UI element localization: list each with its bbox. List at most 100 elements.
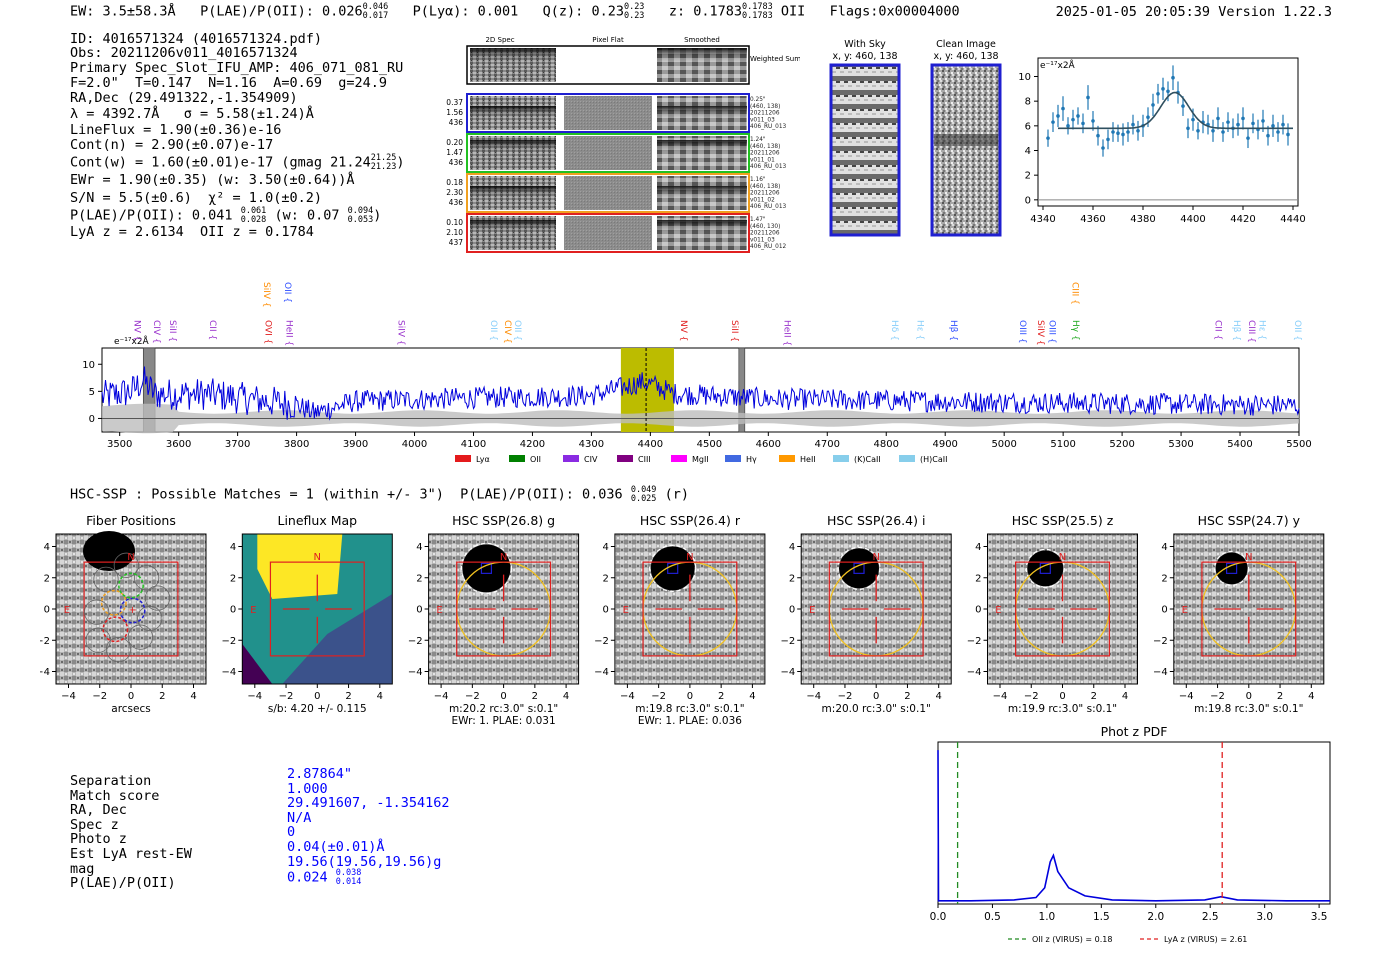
panel-ytick-label: 2	[1161, 573, 1167, 584]
source-blob	[1027, 550, 1064, 587]
pz-xtick-label: 0.0	[930, 911, 947, 923]
spec-line-label: OII {	[488, 320, 498, 341]
panel-xtick-label: 0	[1059, 691, 1065, 702]
spec-line-label: SiIV {	[1035, 320, 1045, 346]
fit-point	[1181, 104, 1185, 108]
spec-xtick-label: 5300	[1168, 439, 1193, 450]
fiber-value: 0.37	[446, 98, 463, 107]
fit-point	[1066, 124, 1070, 128]
search-box	[83, 561, 179, 657]
panel-xtick-label: −2	[1024, 691, 1039, 702]
fiber-stamp: v011_02	[750, 197, 775, 203]
search-box	[269, 561, 365, 657]
pz-curve	[937, 750, 1330, 902]
imaging-panels: Fiber Positions + N E −4 −4 −2 −2 0 0 2 2 4 4 arcsecs L…	[40, 513, 1325, 726]
spec-xtick-label: 4600	[756, 439, 781, 450]
fit-point	[1246, 136, 1250, 140]
fit-point	[1191, 117, 1195, 122]
fiber-circle	[127, 624, 153, 650]
header-qz: Q(z): 0.23	[542, 3, 624, 20]
panel-xtick-label: −4	[806, 691, 821, 702]
spec-xtick-label: 4300	[579, 439, 604, 450]
match-value: 29.491607, -1.354162	[287, 795, 450, 812]
fiber-frame	[466, 173, 750, 213]
spec-legend-label: CIII	[638, 455, 651, 464]
fit-point	[1286, 132, 1290, 137]
panel-ytick-label: 4	[44, 542, 50, 553]
header-version: Version 1.22.3	[1218, 4, 1332, 20]
clean-image-title: Clean Image	[936, 39, 996, 50]
panel-image	[1173, 534, 1324, 684]
panel-xtick-label: −4	[61, 691, 76, 702]
panel-ytick-label: 4	[1161, 542, 1167, 553]
spec-xtick-label: 3800	[284, 439, 309, 450]
info-radec: RA,Dec (29.491322,-1.354909)	[70, 90, 298, 106]
fiber-value: 1.47	[446, 148, 463, 157]
compass-n: N	[1245, 552, 1252, 563]
info-lineflux: LineFlux = 1.90(±0.36)e-16	[70, 122, 282, 138]
fiber-stamp: (460, 138)	[750, 144, 780, 150]
fit-point	[1236, 122, 1240, 127]
hsc-summary: HSC-SSP : Possible Matches = 1 (within +…	[70, 485, 689, 504]
info-id: ID: 4016571324 (4016571324.pdf)	[70, 31, 322, 47]
pz-title: Phot z PDF	[1101, 724, 1168, 739]
search-box	[1015, 561, 1110, 657]
spec-line-label: OIII {	[1017, 320, 1027, 344]
panel-xtick-label: 4	[749, 691, 755, 702]
fiber-pixel-flat	[564, 136, 652, 170]
panel-ytick-label: 2	[789, 573, 795, 584]
search-box	[828, 561, 924, 657]
fiber-value: 0.20	[446, 138, 463, 147]
panel-ytick-label: 4	[789, 542, 795, 553]
pz-legend-label: OII z (VIRUS) = 0.18	[1032, 935, 1112, 944]
panel-ytick-label: 2	[230, 573, 236, 584]
fiber-value: 1.56	[446, 108, 463, 117]
fiber-circle	[137, 605, 163, 631]
spec-legend-swatch	[509, 455, 525, 462]
source-box	[1039, 562, 1051, 574]
info-plae-range: 0.061 0.028	[240, 206, 267, 225]
spec-xtick-label: 4900	[932, 439, 957, 450]
spec-scale-label: e⁻¹⁷x2Å	[114, 335, 150, 347]
fiber-value: 436	[449, 158, 464, 167]
spec-line-label: OVI {	[262, 320, 272, 344]
panel-ytick-label: −2	[594, 636, 609, 647]
spec-line-label: SiIV {	[396, 320, 406, 346]
fit-point	[1086, 95, 1090, 100]
spec-xtick-label: 3700	[225, 439, 250, 450]
fit-point	[1051, 120, 1055, 124]
compass-e: E	[809, 605, 815, 616]
panel-ytick-label: 4	[975, 542, 981, 553]
header-qz-range: 0.23 0.23	[623, 2, 645, 21]
match-value: 2.87864"	[287, 766, 353, 782]
fit-point	[1131, 122, 1135, 127]
fiber-value: 2.10	[446, 228, 463, 237]
spec-xtick-label: 4500	[697, 439, 722, 450]
source-aperture	[1025, 548, 1065, 588]
panel-ytick-label: 0	[975, 605, 981, 616]
match-labels: Separation Match score RA, Dec Spec z Photo …	[70, 774, 192, 891]
fit-ytick-label: 0	[1025, 195, 1031, 206]
compass-e: E	[1182, 605, 1188, 616]
fiber-stamp: 406_RU_013	[750, 164, 787, 170]
spec-xtick-label: 5100	[1050, 439, 1075, 450]
fiber-2d-band	[470, 186, 556, 198]
spec-legend-swatch	[725, 455, 741, 462]
source-aperture	[460, 542, 513, 594]
panel-ytick-label: 0	[1161, 605, 1167, 616]
spec-line-label: OII {	[282, 282, 292, 303]
fiber-stamp: v011_01	[750, 157, 775, 163]
with-sky-image	[829, 63, 901, 237]
panel-xtick-label: −2	[838, 691, 853, 702]
match-label: Est LyA rest-EW	[70, 845, 192, 862]
spec-legend-swatch	[671, 455, 687, 462]
info-sn: S/N = 5.5(±0.6) χ² = 1.0(±0.2)	[70, 190, 322, 206]
fiber-cutouts: 2D Spec Pixel Flat Smoothed Weighted Sum…	[446, 36, 800, 253]
col-2d-spec: 2D Spec	[485, 36, 514, 44]
spec-xtick-label: 5200	[1109, 439, 1134, 450]
fiber-circle	[144, 585, 171, 611]
spec-xtick-label: 4700	[815, 439, 840, 450]
pz-xtick-label: 3.5	[1311, 911, 1328, 923]
panel-xtick-label: 2	[718, 691, 724, 702]
